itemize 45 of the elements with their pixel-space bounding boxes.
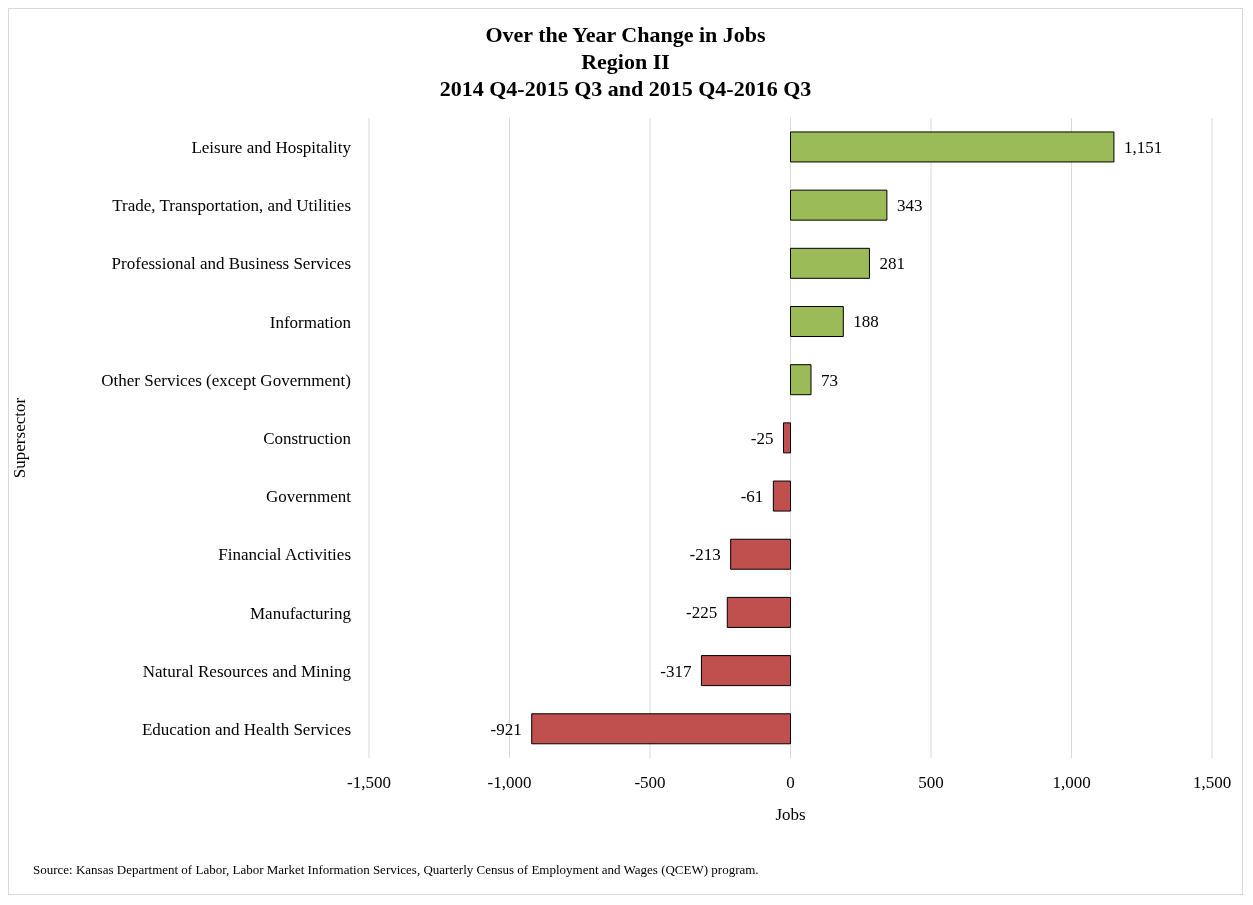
bar [726, 596, 791, 628]
data-label: -225 [686, 603, 718, 623]
bar [700, 655, 791, 687]
y-tick-label: Manufacturing [249, 603, 352, 623]
x-tick-label: 1,500 [1192, 773, 1232, 793]
data-label: 343 [896, 196, 923, 216]
x-tick-label: 500 [918, 773, 944, 793]
x-tick-label: -1,000 [487, 773, 532, 793]
bar [790, 189, 888, 221]
x-tick-label: -500 [634, 773, 666, 793]
x-tick-label: -1,500 [347, 773, 391, 793]
y-tick-label: Leisure and Hospitality [191, 138, 352, 158]
bar [772, 480, 791, 512]
bar [782, 422, 791, 454]
bar [730, 538, 791, 570]
data-label: 281 [879, 254, 905, 274]
x-tick-label: 0 [786, 773, 795, 793]
source-note: Source: Kansas Department of Labor, Labor Market Information Services, Quarterly Census of Employment and Wages (QCEW) program. [33, 862, 759, 878]
data-label: -61 [740, 487, 764, 506]
y-axis-title: Supersector [10, 397, 30, 479]
x-tick-label: 1,000 [1052, 773, 1091, 793]
bar [531, 713, 791, 745]
data-label: 1,151 [1123, 137, 1163, 157]
data-label: -317 [660, 661, 692, 681]
data-label: 73 [821, 370, 839, 390]
y-tick-label: Financial Activities [218, 545, 351, 565]
y-tick-label: Other Services (except Government) [101, 370, 351, 390]
bar [790, 247, 870, 279]
bar [790, 131, 1115, 163]
y-tick-label: Professional and Business Services [111, 254, 351, 274]
data-label: -213 [689, 545, 721, 565]
y-tick-label: Government [266, 487, 352, 507]
data-label: 188 [853, 312, 879, 332]
y-tick-label: Education and Health Services [141, 719, 351, 739]
bar [790, 306, 844, 338]
y-tick-label: Information [269, 312, 352, 332]
chart-title: Over the Year Change in Jobs [484, 21, 767, 48]
x-axis-title: Jobs [775, 805, 806, 824]
data-label: -921 [490, 719, 522, 739]
y-tick-label: Natural Resources and Mining [142, 661, 352, 681]
data-label: -25 [750, 428, 774, 448]
chart-subtitle: Region II 2014 Q4-2015 Q3 and 2015 Q4-2016 Q3 [438, 48, 813, 102]
bar [790, 364, 812, 396]
y-tick-label: Trade, Transportation, and Utilities [112, 196, 351, 216]
y-tick-label: Construction [263, 429, 352, 449]
